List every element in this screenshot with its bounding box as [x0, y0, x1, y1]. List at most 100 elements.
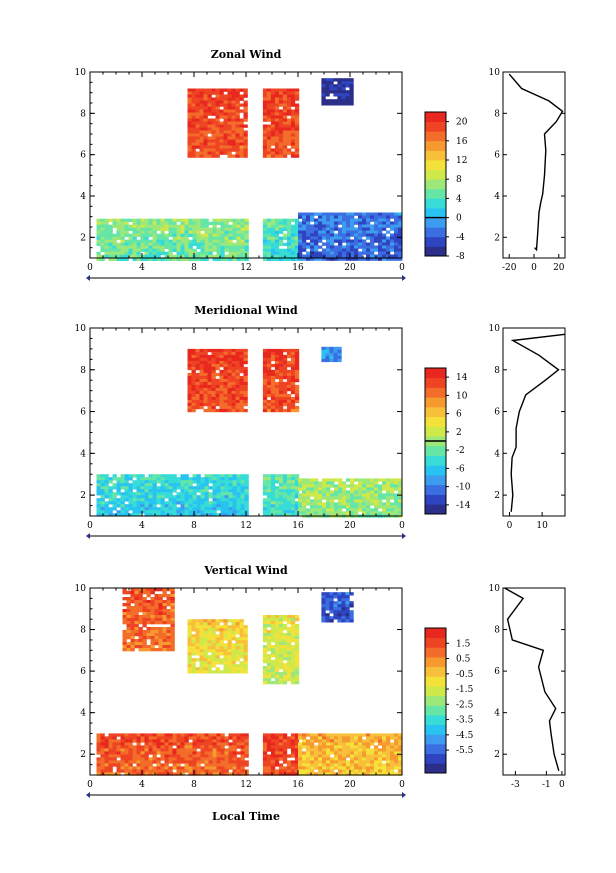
heatmap-cell	[164, 739, 169, 743]
heatmap-cell	[278, 124, 284, 128]
heatmap-cell	[199, 97, 204, 101]
heatmap-cell	[337, 84, 342, 88]
heatmap-cell	[262, 396, 268, 401]
heatmap-cell	[294, 492, 300, 496]
heatmap-cell	[192, 751, 197, 755]
heatmap-cell	[290, 227, 296, 231]
heatmap-cell	[338, 227, 343, 231]
heatmap-cell	[243, 387, 248, 392]
heatmap-cell	[200, 483, 205, 487]
heatmap-cell	[235, 622, 240, 626]
heatmap-cell	[354, 739, 359, 743]
heatmap-cell	[215, 139, 220, 143]
heatmap-cell	[196, 233, 201, 237]
colorbar-swatch	[425, 377, 446, 388]
heatmap-cell	[108, 251, 113, 255]
heatmap-cell	[160, 483, 165, 487]
heatmap-cell	[199, 378, 204, 383]
heatmap-cell	[144, 227, 149, 231]
heatmap-cell	[326, 478, 331, 482]
heatmap-cell	[244, 239, 249, 243]
heatmap-cell	[338, 742, 343, 746]
heatmap-cell	[104, 742, 109, 746]
heatmap-cell	[200, 760, 205, 764]
heatmap-cell	[122, 588, 127, 592]
heatmap-cell	[326, 230, 331, 234]
heatmap-cell	[116, 492, 121, 496]
heatmap-cell	[204, 233, 209, 237]
heatmap-cell	[112, 754, 117, 758]
heatmap-cell	[270, 242, 276, 246]
heatmap-cell	[212, 498, 217, 502]
heatmap-cell	[243, 348, 248, 353]
heatmap-cell	[270, 766, 276, 770]
heatmap-cell	[366, 733, 371, 737]
heatmap-cell	[306, 766, 311, 770]
heatmap-cell	[262, 133, 268, 137]
heatmap-cell	[236, 251, 241, 255]
colorbar-tick-label: -2	[456, 446, 465, 456]
heatmap-cell	[286, 387, 292, 392]
heatmap-cell	[116, 480, 121, 484]
heatmap-cell	[235, 625, 240, 629]
heatmap-cell	[334, 508, 339, 512]
heatmap-cell	[240, 763, 245, 767]
heatmap-cell	[294, 375, 300, 380]
heatmap-cell	[286, 257, 292, 261]
heatmap-cell	[164, 245, 169, 249]
heatmap-cell	[270, 751, 276, 755]
heatmap-cell	[243, 408, 248, 413]
heatmap-cell	[204, 736, 209, 740]
heatmap-cell	[216, 498, 221, 502]
heatmap-cell	[192, 242, 197, 246]
heatmap-cell	[382, 766, 387, 770]
heatmap-cell	[132, 236, 137, 240]
heatmap-cell	[104, 510, 109, 514]
heatmap-cell	[322, 236, 327, 240]
heatmap-cell	[207, 136, 212, 140]
heatmap-cell	[207, 363, 212, 368]
heatmap-cell	[235, 619, 240, 623]
heatmap-cell	[180, 736, 185, 740]
heatmap-cell	[227, 631, 232, 635]
heatmap-cell	[346, 233, 351, 237]
heatmap-cell	[270, 363, 276, 368]
heatmap-cell	[207, 121, 212, 125]
heatmap-cell	[136, 480, 141, 484]
heatmap-cell	[314, 490, 319, 494]
heatmap-cell	[220, 480, 225, 484]
heatmap-cell	[390, 745, 395, 749]
heatmap-cell	[184, 733, 189, 737]
heatmap-cell	[278, 387, 284, 392]
heatmap-cell	[386, 215, 391, 219]
heatmap-cell	[374, 508, 379, 512]
heatmap-cell	[212, 480, 217, 484]
heatmap-cell	[164, 492, 169, 496]
heatmap-cell	[286, 769, 292, 773]
heatmap-cell	[152, 245, 157, 249]
colorbar-tick-label: -10	[456, 483, 471, 493]
heatmap-cell	[290, 402, 296, 407]
heatmap-cell	[148, 474, 153, 478]
heatmap-cell	[232, 757, 237, 761]
heatmap-cell	[215, 655, 220, 659]
heatmap-cell	[270, 396, 276, 401]
heatmap-cell	[235, 637, 240, 641]
heatmap-cell	[223, 631, 228, 635]
heatmap-cell	[232, 733, 237, 737]
heatmap-cell	[236, 242, 241, 246]
heatmap-cell	[199, 94, 204, 98]
heatmap-cell	[386, 745, 391, 749]
heatmap-cell	[144, 754, 149, 758]
heatmap-cell	[100, 233, 105, 237]
heatmap-cell	[386, 481, 391, 485]
heatmap-cell	[318, 218, 323, 222]
heatmap-cell	[350, 505, 355, 509]
heatmap-cell	[160, 492, 165, 496]
heatmap-cell	[232, 245, 237, 249]
heatmap-cell	[354, 487, 359, 491]
heatmap-cell	[318, 257, 323, 261]
heatmap-cell	[346, 754, 351, 758]
heatmap-cell	[204, 495, 209, 499]
heatmap-cell	[243, 399, 248, 404]
